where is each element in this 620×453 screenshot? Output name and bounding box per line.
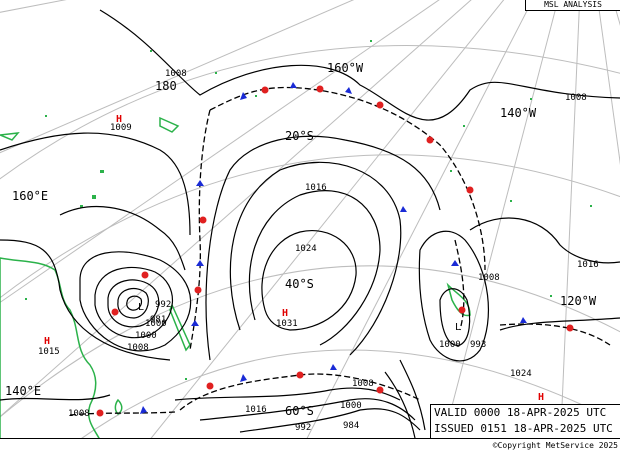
- high-value: 1015: [38, 347, 60, 357]
- high-value: 1009: [110, 123, 132, 133]
- isobar-label: 1008: [478, 273, 500, 283]
- copyright-text: ©Copyright MetService 2025: [493, 441, 620, 450]
- islands-west: [0, 133, 18, 140]
- isobar-label: 1008: [352, 379, 374, 389]
- isobar-label: 1016: [577, 260, 599, 270]
- isobar-label: 1024: [295, 244, 317, 254]
- isobar-label: 1008: [127, 343, 149, 353]
- isobar-label: 1008: [165, 69, 187, 79]
- isobar-label: 992: [295, 423, 311, 433]
- map-title: MSL ANALYSIS: [525, 0, 620, 11]
- fiji: [160, 118, 178, 132]
- isobar-label: 1000: [135, 331, 157, 341]
- issued-time: ISSUED 0151 18-APR-2025 UTC: [431, 421, 620, 437]
- isobar-label: 993: [470, 340, 486, 350]
- lat-label-40s: 40°S: [285, 277, 314, 291]
- warm-front-symbols: [97, 86, 574, 417]
- isobar-label: 1000: [340, 401, 362, 411]
- high-symbol: H: [282, 308, 288, 319]
- cold-front-symbols: [140, 82, 527, 414]
- lon-label-120w: 120°W: [560, 294, 597, 308]
- isobar-label: 1016: [245, 405, 267, 415]
- high-value: 1031: [276, 319, 298, 329]
- fronts: [70, 87, 610, 415]
- isobar-label: 1008: [565, 93, 587, 103]
- tasmania: [115, 400, 121, 414]
- lat-label-20s: 20°S: [285, 129, 314, 143]
- high-symbol: H: [44, 336, 50, 347]
- info-panel: VALID 0000 18-APR-2025 UTC ISSUED 0151 1…: [430, 404, 620, 439]
- lon-label-180: 180: [155, 79, 177, 93]
- lon-label-160w: 160°W: [327, 61, 364, 75]
- new-caledonia: [170, 305, 190, 350]
- lon-label-160e: 160°E: [12, 189, 48, 203]
- isobar-label: 1024: [510, 369, 532, 379]
- lat-label-60s: 60°S: [285, 404, 314, 418]
- low-symbol: L: [455, 322, 461, 333]
- lon-label-140w: 140°W: [500, 106, 537, 120]
- isobar-label: 1008: [68, 409, 90, 419]
- isobar-label: 1000: [439, 340, 461, 350]
- isobar-label: 981: [150, 315, 166, 325]
- high-symbol: H: [538, 392, 544, 403]
- copyright-bar: ©Copyright MetService 2025: [0, 438, 620, 453]
- graticule-labels: 180 160°W 140°W 120°W 160°E 140°E 20°S 4…: [5, 61, 597, 418]
- valid-time: VALID 0000 18-APR-2025 UTC: [431, 405, 620, 421]
- lon-label-140e: 140°E: [5, 384, 41, 398]
- isobar-label: 992: [155, 300, 171, 310]
- isobar-label: 1016: [305, 183, 327, 193]
- pressure-labels: 1008 1008 1008 1008 1016 1024 1016 1000 …: [68, 69, 599, 433]
- low-symbol: L: [138, 302, 144, 313]
- isobar-label: 984: [343, 421, 359, 431]
